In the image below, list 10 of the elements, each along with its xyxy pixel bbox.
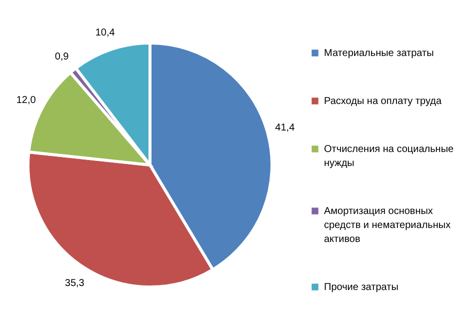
legend-label: Материальные затраты <box>324 48 434 59</box>
data-label: 10,4 <box>95 27 116 38</box>
legend-label: Амортизация основных средств и нематериальных активов <box>324 206 451 245</box>
legend-label: Расходы на оплату труда <box>324 96 442 107</box>
data-label: 41,4 <box>275 122 296 134</box>
legend-label: Отчисления на социальные нужды <box>324 144 454 169</box>
data-label: 12,0 <box>16 94 36 106</box>
data-label: 0,9 <box>54 51 70 62</box>
legend-label: Прочие затраты <box>324 282 398 293</box>
data-label: 35,3 <box>64 278 85 289</box>
